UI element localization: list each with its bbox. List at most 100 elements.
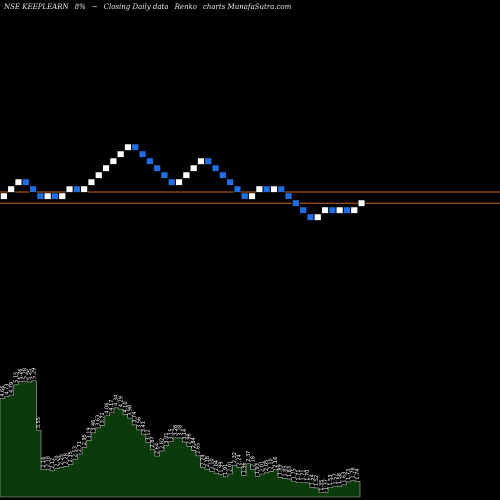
renko-brick-up [336, 206, 344, 214]
volume-label: 1.96 [241, 462, 247, 473]
renko-brick-up [65, 185, 74, 193]
renko-brick-up [314, 213, 322, 221]
renko-brick-up [248, 192, 256, 200]
volume-label: 5.29 [32, 368, 38, 379]
volume-label: 1.93 [255, 463, 261, 474]
renko-brick-up [175, 178, 183, 186]
volume-label: 2.16 [273, 457, 279, 468]
volume-label: 2.32 [232, 452, 238, 463]
renko-brick-down [306, 213, 315, 221]
volume-label: 1.54 [310, 474, 316, 485]
volume-label: 2.16 [41, 457, 47, 468]
volume-label: 2.98 [187, 433, 193, 444]
volume-label: 2.82 [159, 438, 165, 449]
volume-label: 5.15 [13, 372, 19, 383]
volume-label: 2.10 [269, 458, 275, 469]
renko-brick-down [204, 157, 212, 165]
renko-brick-up [58, 192, 66, 200]
volume-label: 2.20 [54, 455, 60, 466]
renko-brick-down [241, 192, 249, 200]
renko-brick-up [357, 199, 366, 207]
renko-brick-down [219, 171, 227, 179]
volume-label: 1.99 [219, 461, 225, 472]
renko-brick-down [51, 192, 59, 200]
volume-labels: 4.664.734.795.155.265.285.255.29 3.55 2.16… [0, 368, 361, 491]
volume-label: 3.46 [91, 420, 97, 431]
volume-label: 2.35 [68, 451, 74, 462]
volume-label: 2.04 [214, 460, 220, 471]
volume-label: 2.87 [150, 436, 156, 447]
renko-brick-down [328, 206, 336, 214]
volume-label: 1.35 [319, 480, 325, 491]
renko-brick-up [321, 206, 329, 214]
renko-brick-up [190, 164, 198, 172]
renko-brick-down [153, 164, 161, 172]
volume-label: 2.95 [82, 434, 88, 445]
renko-brick-down [263, 185, 271, 193]
volume-label: 1.85 [282, 465, 288, 476]
volume-label: 5.26 [18, 369, 24, 380]
renko-brick-down [138, 150, 147, 158]
suffix-label: charts MunafaSutra.com [202, 3, 292, 11]
renko-brick-up [14, 178, 23, 186]
renko-brick-down [299, 206, 307, 214]
volume-label: 2.01 [228, 461, 234, 472]
volume-label: 2.65 [196, 443, 202, 454]
renko-brick-down [73, 185, 81, 193]
volume-label: 1.53 [328, 474, 334, 485]
renko-brick-up [117, 150, 125, 158]
volume-label: 2.18 [250, 456, 256, 467]
volume-label: 2.53 [73, 446, 79, 457]
symbol-label: NSE KEEPLEARN [4, 3, 69, 11]
volume-label: 2.12 [50, 458, 56, 469]
volume-label: 2.10 [209, 458, 215, 469]
renko-brick-down [36, 192, 44, 200]
volume-label: 1.52 [314, 475, 320, 486]
volume-label: 3.14 [182, 429, 188, 440]
renko-brick-down [226, 178, 234, 186]
volume-label: 3.19 [86, 427, 92, 438]
volume-label: 2.01 [260, 461, 266, 472]
renko-brick-down [131, 143, 139, 151]
volume-label: 2.84 [191, 437, 197, 448]
renko-brick-down [343, 206, 351, 214]
renko-brick-down [292, 199, 300, 207]
renko-brick-up [350, 206, 358, 214]
renko-bricks [0, 143, 366, 221]
volume-label: 1.91 [223, 464, 229, 475]
renko-brick-up [182, 171, 190, 179]
volume-label: 4.29 [118, 396, 124, 407]
change-label: 8% [74, 3, 86, 11]
renko-brick-down [233, 185, 242, 193]
volume-label: 4.73 [4, 384, 10, 395]
volume-label: 3.41 [141, 421, 147, 432]
renko-brick-up [109, 157, 117, 165]
volume-label: 4.17 [109, 399, 115, 410]
arrow-label: ~ [91, 3, 98, 11]
renko-brick-up [95, 171, 103, 179]
volume-label: 1.75 [291, 468, 297, 479]
renko-brick-down [22, 178, 30, 186]
volume-label: 3.63 [95, 415, 101, 426]
volume-label: 3.98 [127, 405, 133, 416]
renko-brick-down [29, 185, 37, 193]
mode-label: Closing Daily data [103, 3, 169, 11]
volume-label: 2.64 [155, 443, 161, 454]
volume-label: 2.37 [246, 451, 252, 462]
renko-brick-down [277, 185, 285, 193]
renko-brick-up [44, 192, 52, 200]
volume-label: 2.18 [45, 456, 51, 467]
volume-label: 1.89 [278, 464, 284, 475]
volume-label: 1.83 [287, 466, 293, 477]
renko-brick-up [7, 185, 15, 193]
volume-label: 1.37 [323, 479, 329, 490]
renko-brick-up [102, 164, 110, 172]
renko-brick-down [211, 164, 220, 172]
volume-area [0, 380, 361, 498]
volume-label: 3.74 [132, 412, 138, 423]
volume-label: 1.63 [342, 472, 348, 483]
renko-brick-up [80, 185, 88, 193]
volume-label: 3.28 [178, 425, 184, 436]
renko-brick-up [197, 157, 205, 165]
